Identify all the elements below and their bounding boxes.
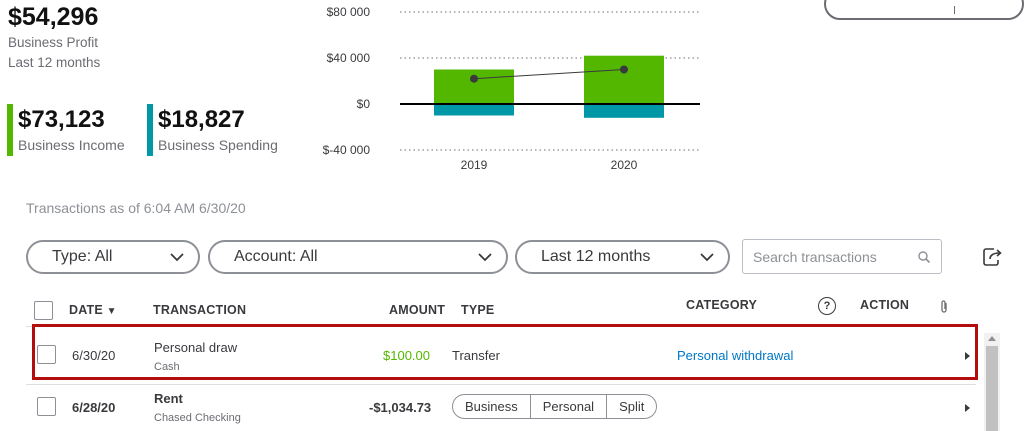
sort-desc-icon: ▼ (106, 306, 117, 317)
row-date: 6/30/20 (72, 348, 116, 363)
profit-amount: $54,296 (8, 3, 99, 31)
income-value: $73,123 (18, 106, 105, 133)
transaction-column-header[interactable]: TRANSACTION (153, 303, 247, 317)
select-all-checkbox[interactable] (34, 301, 53, 320)
caret-right-icon[interactable] (965, 352, 970, 360)
row-amount: -$1,034.73 (369, 400, 432, 415)
period-filter-label: Last 12 months (541, 248, 651, 265)
chevron-down-icon (700, 253, 714, 262)
account-filter-label: Account: All (234, 248, 318, 265)
categorize-segmented-control: Business Personal Split (452, 394, 658, 419)
top-right-control[interactable] (824, 0, 1024, 20)
business-option[interactable]: Business (453, 395, 531, 418)
row-amount: $100.00 (383, 348, 430, 363)
split-option[interactable]: Split (619, 399, 645, 414)
income-color-bar (7, 104, 13, 156)
income-label: Business Income (18, 137, 125, 153)
category-column-header[interactable]: CATEGORY (686, 298, 758, 312)
profit-label: Business Profit (8, 35, 99, 50)
row-checkbox[interactable] (37, 345, 56, 364)
personal-option[interactable]: Personal (531, 395, 608, 418)
row-divider (26, 384, 976, 385)
bar (584, 104, 664, 118)
bar (434, 104, 514, 116)
transactions-as-of: Transactions as of 6:04 AM 6/30/20 (26, 200, 246, 216)
profit-line (473, 69, 625, 80)
bar (434, 69, 514, 104)
account-filter[interactable]: Account: All (208, 240, 508, 274)
x-tick-label: 2019 (461, 158, 488, 172)
date-column-header[interactable]: DATE ▼ (69, 303, 117, 317)
row-checkbox[interactable] (37, 397, 56, 416)
x-tick-label: 2020 (611, 158, 638, 172)
y-tick-label: $-40 000 (323, 143, 371, 157)
scroll-up-arrow-icon[interactable] (988, 336, 996, 341)
spending-value: $18,827 (158, 106, 245, 133)
export-icon[interactable] (980, 245, 1004, 269)
date-header-label: DATE (69, 303, 103, 317)
profit-chart: $80 000 $40 000 $0 $-40 000 2019 2020 (323, 5, 700, 172)
row-account: Chased Checking (154, 412, 241, 424)
row-date: 6/28/20 (72, 400, 116, 415)
profit-period: Last 12 months (8, 55, 101, 70)
amount-column-header[interactable]: AMOUNT (389, 303, 446, 317)
row-type: Transfer (452, 348, 500, 363)
help-circle-icon[interactable]: ? (818, 297, 836, 315)
action-column-header: ACTION (860, 298, 910, 312)
search-placeholder: Search transactions (753, 248, 877, 265)
profit-point (620, 65, 628, 74)
y-tick-label: $40 000 (327, 51, 371, 65)
search-icon (918, 250, 931, 263)
spending-label: Business Spending (158, 137, 278, 153)
paperclip-icon (941, 300, 947, 313)
search-input[interactable]: Search transactions (742, 239, 942, 274)
scrollbar-thumb[interactable] (986, 346, 998, 431)
row-category-link[interactable]: Personal withdrawal (677, 348, 794, 363)
row-account: Cash (154, 361, 180, 373)
row-transaction-name: Personal draw (154, 340, 238, 355)
highlighted-row-outline (32, 324, 978, 380)
bar (584, 55, 664, 104)
row-transaction-name: Rent (154, 391, 183, 406)
chevron-down-icon (170, 253, 184, 262)
period-filter[interactable]: Last 12 months (515, 240, 730, 274)
profit-point (470, 74, 478, 83)
y-tick-label: $0 (357, 97, 371, 111)
caret-right-icon[interactable] (965, 404, 970, 412)
top-right-divider (954, 6, 955, 14)
spending-color-bar (147, 104, 153, 156)
type-filter[interactable]: Type: All (26, 240, 200, 274)
chevron-down-icon (478, 253, 492, 262)
y-tick-label: $80 000 (327, 5, 371, 19)
type-filter-label: Type: All (52, 248, 113, 265)
type-column-header[interactable]: TYPE (461, 303, 495, 317)
